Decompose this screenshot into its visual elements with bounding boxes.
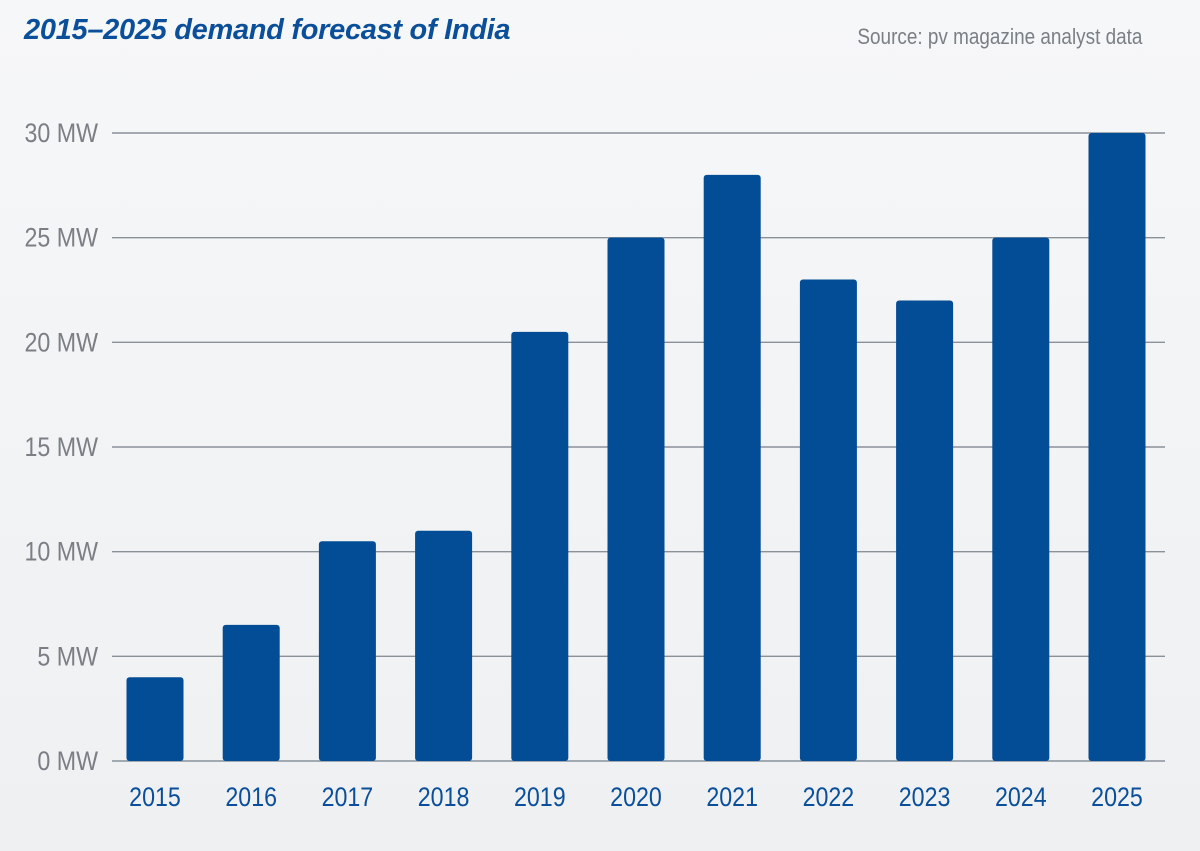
bar xyxy=(415,530,473,761)
x-tick-label: 2017 xyxy=(322,782,374,812)
bar xyxy=(799,279,857,761)
y-tick-label: 15 MW xyxy=(24,432,98,462)
x-tick-label: 2021 xyxy=(706,782,758,812)
bar xyxy=(126,677,184,761)
y-tick-label: 25 MW xyxy=(24,223,98,253)
bar xyxy=(318,541,376,761)
x-axis-ticks: 2015 2016 2017 2018 2019 2020 2021 2022 2023 2024… xyxy=(129,782,1143,812)
bar xyxy=(992,237,1050,761)
bar xyxy=(511,331,569,761)
y-tick-label: 5 MW xyxy=(37,642,98,672)
y-tick-label: 0 MW xyxy=(37,746,98,776)
bar xyxy=(222,624,280,761)
y-tick-label: 20 MW xyxy=(24,328,98,358)
x-tick-label: 2015 xyxy=(129,782,181,812)
chart-title: 2015–2025 demand forecast of India xyxy=(24,14,511,46)
x-tick-label: 2019 xyxy=(514,782,566,812)
bar xyxy=(896,300,954,761)
y-tick-label: 10 MW xyxy=(24,537,98,567)
x-tick-label: 2018 xyxy=(418,782,470,812)
bar xyxy=(607,237,665,761)
chart-source: Source: pv magazine analyst data xyxy=(856,24,1142,49)
x-tick-label: 2016 xyxy=(225,782,277,812)
y-axis-ticks: 0 MW 5 MW 10 MW 15 MW 20 MW 25 MW 30 MW xyxy=(24,118,98,776)
x-tick-label: 2020 xyxy=(610,782,662,812)
bars xyxy=(126,133,1146,761)
x-tick-label: 2024 xyxy=(995,782,1047,812)
y-tick-label: 30 MW xyxy=(24,118,98,148)
bar xyxy=(1088,133,1146,761)
x-tick-label: 2023 xyxy=(899,782,951,812)
x-tick-label: 2025 xyxy=(1091,782,1143,812)
x-tick-label: 2022 xyxy=(803,782,855,812)
bar xyxy=(703,174,761,761)
